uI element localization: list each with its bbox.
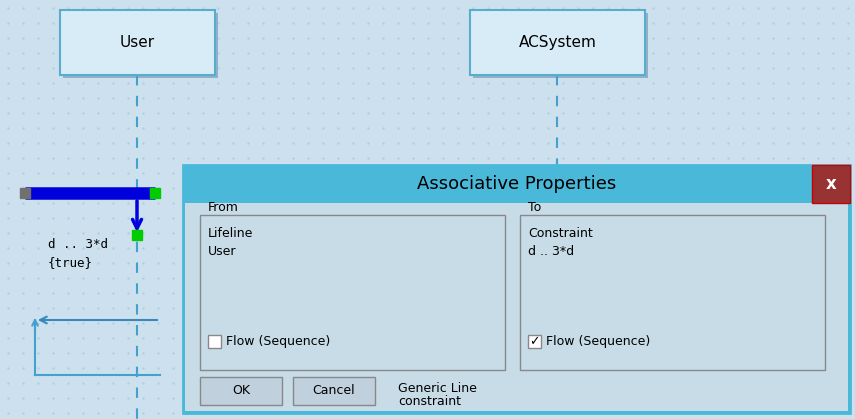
Bar bbox=[470, 10, 645, 75]
Bar bbox=[528, 335, 541, 348]
Text: Flow (Sequence): Flow (Sequence) bbox=[546, 335, 651, 348]
Bar bbox=[183, 165, 850, 413]
Text: Cancel: Cancel bbox=[313, 385, 356, 398]
Bar bbox=[293, 377, 375, 405]
Text: User: User bbox=[208, 245, 237, 258]
Bar bbox=[200, 377, 282, 405]
Bar bbox=[200, 215, 505, 370]
Text: d .. 3*d: d .. 3*d bbox=[528, 245, 574, 258]
Text: Constraint: Constraint bbox=[528, 227, 593, 240]
Text: constraint: constraint bbox=[398, 395, 461, 408]
Text: ACSystem: ACSystem bbox=[519, 35, 597, 50]
Text: Associative Properties: Associative Properties bbox=[417, 175, 616, 193]
Bar bbox=[185, 203, 848, 411]
Text: To: To bbox=[528, 201, 541, 214]
Text: From: From bbox=[208, 201, 239, 214]
Bar bbox=[63, 13, 218, 78]
Text: d .. 3*d: d .. 3*d bbox=[48, 238, 108, 251]
Text: OK: OK bbox=[232, 385, 250, 398]
Text: {true}: {true} bbox=[48, 256, 93, 269]
Text: Flow (Sequence): Flow (Sequence) bbox=[226, 335, 330, 348]
Text: Generic Line: Generic Line bbox=[398, 382, 477, 395]
Text: User: User bbox=[120, 35, 155, 50]
Text: ✓: ✓ bbox=[529, 335, 540, 348]
Bar bbox=[60, 10, 215, 75]
Bar bbox=[520, 215, 825, 370]
Bar bbox=[208, 335, 221, 348]
Bar bbox=[473, 13, 648, 78]
Text: Lifeline: Lifeline bbox=[208, 227, 253, 240]
Bar bbox=[812, 165, 850, 203]
Text: x: x bbox=[826, 175, 836, 193]
